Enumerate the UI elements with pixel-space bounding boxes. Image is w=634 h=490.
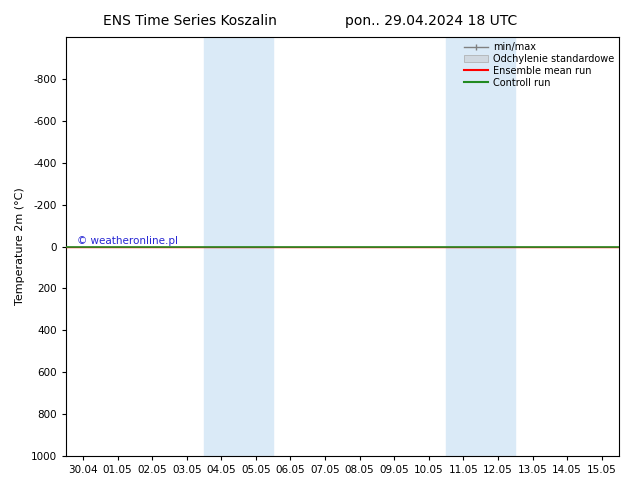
- Bar: [204, 37, 273, 456]
- Text: ENS Time Series Koszalin: ENS Time Series Koszalin: [103, 14, 277, 28]
- Bar: [446, 37, 515, 456]
- Y-axis label: Temperature 2m (°C): Temperature 2m (°C): [15, 188, 25, 305]
- Text: © weatheronline.pl: © weatheronline.pl: [77, 236, 178, 246]
- Legend: min/max, Odchylenie standardowe, Ensemble mean run, Controll run: min/max, Odchylenie standardowe, Ensembl…: [463, 42, 614, 88]
- Text: pon.. 29.04.2024 18 UTC: pon.. 29.04.2024 18 UTC: [345, 14, 517, 28]
